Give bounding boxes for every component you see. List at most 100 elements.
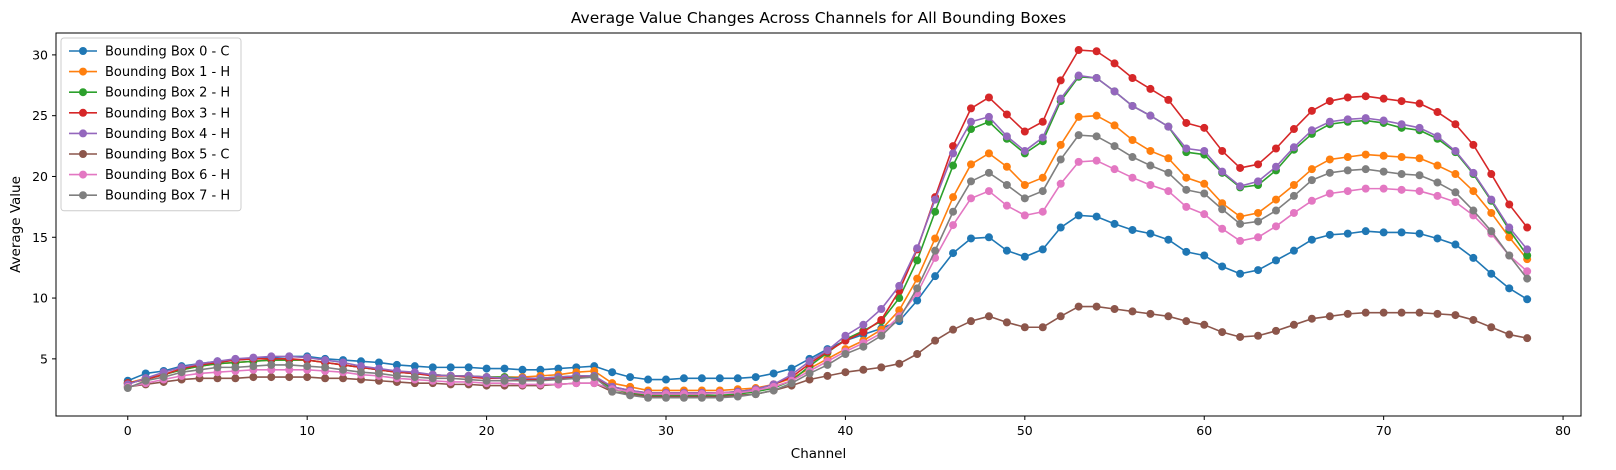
data-point <box>1469 207 1477 215</box>
data-point <box>1236 270 1244 278</box>
data-point <box>1236 182 1244 190</box>
data-point <box>1039 118 1047 126</box>
data-point <box>1433 310 1441 318</box>
data-point <box>339 359 347 367</box>
data-point <box>1236 237 1244 245</box>
data-point <box>1003 318 1011 326</box>
data-point <box>1057 224 1065 232</box>
data-point <box>393 372 401 380</box>
data-point <box>1254 233 1262 241</box>
data-point <box>447 363 455 371</box>
x-tick-label: 40 <box>837 423 853 438</box>
data-point <box>1200 210 1208 218</box>
data-point <box>1236 213 1244 221</box>
data-point <box>249 373 257 381</box>
x-tick-label: 0 <box>124 423 132 438</box>
data-point <box>967 118 975 126</box>
data-point <box>1326 231 1334 239</box>
data-point <box>859 328 867 336</box>
data-point <box>321 363 329 371</box>
data-point <box>1021 181 1029 189</box>
data-point <box>1111 87 1119 95</box>
data-point <box>716 374 724 382</box>
data-point <box>1128 226 1136 234</box>
data-point <box>1272 207 1280 215</box>
legend-marker <box>79 191 87 199</box>
series-bounding-box-4 <box>124 72 1531 397</box>
data-point <box>1487 196 1495 204</box>
data-point <box>1218 168 1226 176</box>
data-point <box>626 391 634 399</box>
data-point <box>1487 270 1495 278</box>
data-point <box>1380 152 1388 160</box>
data-point <box>1200 124 1208 132</box>
data-point <box>1075 72 1083 80</box>
legend-label: Bounding Box 7 - H <box>105 189 230 204</box>
legend-label: Bounding Box 2 - H <box>105 86 230 101</box>
data-point <box>1182 248 1190 256</box>
data-point <box>1146 181 1154 189</box>
data-point <box>1003 181 1011 189</box>
data-point <box>1416 171 1424 179</box>
data-point <box>1416 100 1424 108</box>
data-point <box>1146 230 1154 238</box>
data-point <box>877 316 885 324</box>
data-point <box>841 332 849 340</box>
data-point <box>1254 209 1262 217</box>
data-point <box>1398 120 1406 128</box>
data-point <box>859 321 867 329</box>
data-point <box>1093 157 1101 165</box>
legend: Bounding Box 0 - CBounding Box 1 - HBoun… <box>61 38 241 211</box>
data-point <box>1398 97 1406 105</box>
data-point <box>949 249 957 257</box>
data-point <box>501 365 509 373</box>
data-point <box>1093 213 1101 221</box>
data-point <box>1469 169 1477 177</box>
series-bounding-box-3 <box>124 46 1531 397</box>
data-point <box>1326 97 1334 105</box>
data-point <box>1290 181 1298 189</box>
data-point <box>1128 136 1136 144</box>
data-point <box>1146 85 1154 93</box>
data-point <box>1505 224 1513 232</box>
data-point <box>1362 227 1370 235</box>
legend-marker <box>79 109 87 117</box>
data-point <box>1380 168 1388 176</box>
data-point <box>985 113 993 121</box>
data-point <box>1218 147 1226 155</box>
data-point <box>1308 165 1316 173</box>
y-tick-label: 30 <box>32 47 48 62</box>
data-point <box>1469 254 1477 262</box>
data-point <box>1128 307 1136 315</box>
data-point <box>1451 147 1459 155</box>
x-tick-label: 30 <box>658 423 674 438</box>
data-point <box>1021 211 1029 219</box>
data-point <box>1146 112 1154 120</box>
data-point <box>1164 312 1172 320</box>
data-point <box>447 374 455 382</box>
data-point <box>1057 312 1065 320</box>
data-point <box>1487 323 1495 331</box>
data-point <box>680 394 688 402</box>
data-point <box>895 315 903 323</box>
data-point <box>823 372 831 380</box>
data-point <box>231 363 239 371</box>
x-tick-label: 50 <box>1017 423 1033 438</box>
data-point <box>877 332 885 340</box>
data-point <box>1505 252 1513 260</box>
data-point <box>1362 309 1370 317</box>
data-point <box>213 363 221 371</box>
data-point <box>967 160 975 168</box>
data-point <box>913 284 921 292</box>
data-point <box>1344 166 1352 174</box>
data-point <box>644 394 652 402</box>
data-point <box>196 366 204 374</box>
data-point <box>788 379 796 387</box>
data-point <box>1272 196 1280 204</box>
data-point <box>1021 323 1029 331</box>
data-point <box>770 369 778 377</box>
data-point <box>285 373 293 381</box>
data-point <box>841 368 849 376</box>
data-point <box>1416 124 1424 132</box>
data-point <box>1380 117 1388 125</box>
